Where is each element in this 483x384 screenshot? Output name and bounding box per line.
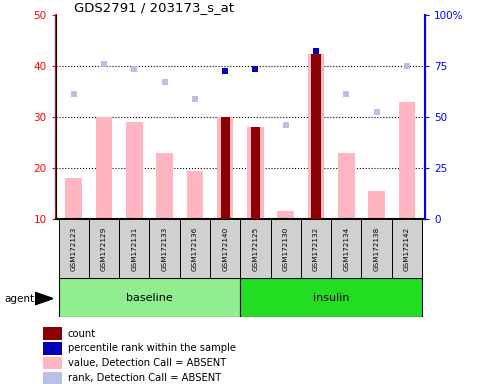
Text: GSM172138: GSM172138 xyxy=(373,227,380,271)
Bar xyxy=(43,372,62,384)
Bar xyxy=(338,153,355,219)
Bar xyxy=(119,219,149,278)
Bar xyxy=(277,211,294,219)
Text: GSM172134: GSM172134 xyxy=(343,227,349,271)
Bar xyxy=(308,53,325,219)
Bar xyxy=(361,219,392,278)
Text: GSM172129: GSM172129 xyxy=(101,227,107,271)
Bar xyxy=(251,127,260,219)
Text: GSM172132: GSM172132 xyxy=(313,227,319,271)
Text: percentile rank within the sample: percentile rank within the sample xyxy=(68,343,236,353)
Text: GSM172125: GSM172125 xyxy=(253,227,258,271)
Bar xyxy=(241,219,270,278)
Bar xyxy=(331,219,361,278)
Bar xyxy=(247,127,264,219)
Bar xyxy=(270,219,301,278)
Text: rank, Detection Call = ABSENT: rank, Detection Call = ABSENT xyxy=(68,373,221,383)
Text: GSM172142: GSM172142 xyxy=(404,227,410,271)
Text: GSM172130: GSM172130 xyxy=(283,227,289,271)
Bar xyxy=(398,102,415,219)
Bar xyxy=(180,219,210,278)
Text: GSM172140: GSM172140 xyxy=(222,227,228,271)
Text: baseline: baseline xyxy=(126,293,173,303)
Bar xyxy=(126,122,142,219)
Text: agent: agent xyxy=(5,294,35,304)
Bar xyxy=(58,278,241,317)
Bar xyxy=(186,170,203,219)
Bar xyxy=(210,219,241,278)
Bar xyxy=(217,117,233,219)
Bar xyxy=(43,357,62,369)
Bar xyxy=(392,219,422,278)
Text: insulin: insulin xyxy=(313,293,349,303)
Text: GSM172131: GSM172131 xyxy=(131,227,137,271)
Bar xyxy=(89,219,119,278)
Polygon shape xyxy=(35,292,53,305)
Bar xyxy=(301,219,331,278)
Bar xyxy=(96,117,113,219)
Bar xyxy=(312,53,321,219)
Bar xyxy=(43,342,62,354)
Bar xyxy=(58,219,89,278)
Text: GSM172136: GSM172136 xyxy=(192,227,198,271)
Bar xyxy=(368,191,385,219)
Text: GSM172133: GSM172133 xyxy=(162,227,168,271)
Text: value, Detection Call = ABSENT: value, Detection Call = ABSENT xyxy=(68,358,226,368)
Bar xyxy=(149,219,180,278)
Bar xyxy=(241,278,422,317)
Text: GSM172123: GSM172123 xyxy=(71,227,77,271)
Bar xyxy=(43,328,62,340)
Bar xyxy=(156,153,173,219)
Text: GDS2791 / 203173_s_at: GDS2791 / 203173_s_at xyxy=(74,1,234,14)
Bar xyxy=(65,178,82,219)
Text: count: count xyxy=(68,329,96,339)
Bar xyxy=(221,117,230,219)
